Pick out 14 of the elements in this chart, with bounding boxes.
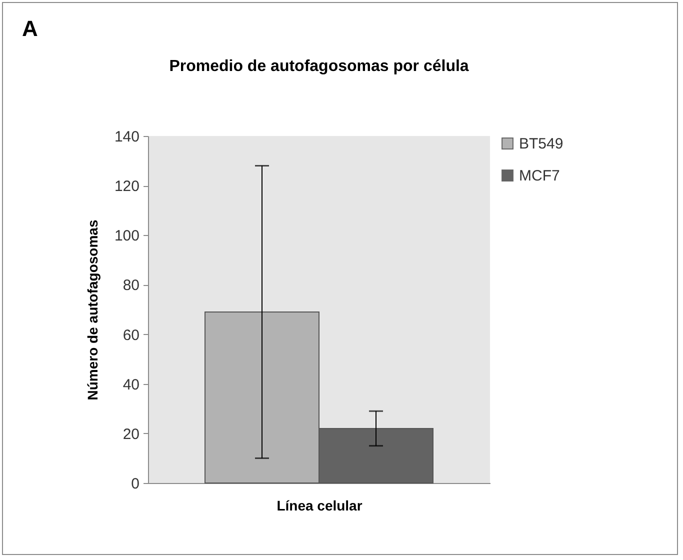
y-tick-label: 0 (131, 476, 140, 492)
x-axis-title: Línea celular (276, 498, 363, 514)
y-tick-label: 120 (114, 178, 140, 196)
chart-title: Promedio de autofagosomas por célula (169, 58, 469, 75)
y-tick-label: 20 (122, 426, 140, 443)
legend-label: MCF7 (519, 168, 560, 184)
y-tick-label: 40 (122, 376, 140, 394)
y-tick-label: 80 (122, 277, 140, 294)
y-tick-label: 60 (122, 326, 140, 344)
y-tick-label: 100 (114, 228, 140, 245)
y-axis-title: Número de autofagosomas (84, 220, 100, 400)
text: A (22, 16, 38, 42)
legend-label: BT549 (519, 136, 564, 152)
y-tick-label: 140 (114, 128, 140, 146)
